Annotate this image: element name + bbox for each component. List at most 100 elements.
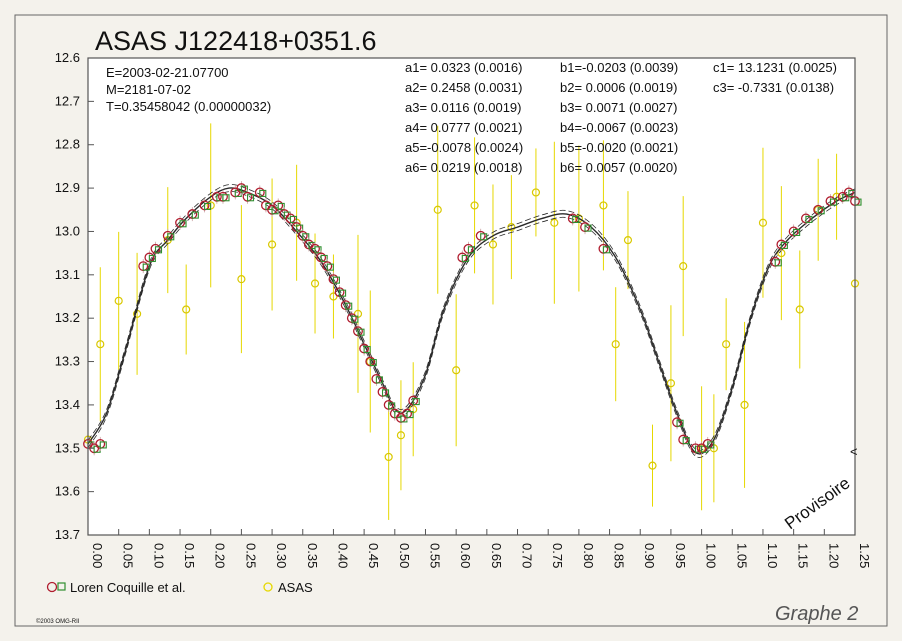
asas-point: [433, 125, 442, 294]
loren-point: [144, 250, 156, 265]
info-epoch: E=2003-02-21.07700: [106, 65, 229, 80]
loren-point: [702, 436, 715, 451]
outer-frame: [14, 14, 888, 627]
loren-point: [310, 241, 322, 256]
loren-point: [353, 324, 365, 339]
asas-point: [722, 298, 731, 391]
asas-point: [648, 424, 657, 507]
loren-point: [346, 311, 359, 326]
loren-point: [150, 241, 163, 256]
y-axis: 12.6 12.7 12.8 12.9 13.0 13.1 13.2 13.3 13.4 13.5…: [55, 50, 94, 542]
x-tick-label: 0.60: [458, 543, 473, 568]
coef-b6: b6= 0.0057 (0.0020): [560, 160, 677, 175]
loren-point: [800, 211, 813, 226]
asas-point: [237, 205, 246, 354]
asas-point: [531, 148, 541, 237]
chart-title: ASAS J122418+0351.6: [95, 26, 376, 56]
coef-b5: b5=-0.0020 (0.0021): [560, 140, 678, 155]
coef-a3: a3= 0.0116 (0.0019): [405, 100, 522, 115]
loren-point: [273, 198, 285, 213]
y-tick-label: 13.6: [55, 484, 80, 499]
x-tick-label: 1.05: [734, 543, 749, 568]
coef-c3: c3= -0.7331 (0.0138): [713, 80, 834, 95]
y-tick-label: 13.5: [55, 440, 80, 455]
coef-a2: a2= 0.2458 (0.0031): [405, 80, 522, 95]
loren-point: [678, 432, 690, 447]
loren-point: [162, 228, 175, 243]
loren-point: [776, 237, 788, 252]
loren-point: [567, 211, 580, 226]
info-max: M=2181-07-02: [106, 82, 191, 97]
legend-asas-label: ASAS: [278, 580, 313, 595]
loren-point: [334, 285, 347, 300]
x-axis: 0.00 0.05 0.10 0.15 0.20 0.25 0.30 0.35 0.40 0.45…: [87, 529, 872, 568]
loren-point: [359, 341, 371, 356]
x-tick-label: 0.55: [427, 543, 442, 568]
coef-c1: c1= 13.1231 (0.0025): [713, 60, 837, 75]
fit-envelope-line: [87, 184, 856, 451]
loren-point: [788, 224, 801, 239]
x-tick-label: 1.15: [796, 543, 811, 568]
loren-point: [95, 436, 107, 451]
asas-point: [396, 380, 406, 491]
asas-point: [623, 191, 633, 290]
loren-point: [598, 241, 610, 256]
loren-point: [242, 189, 255, 204]
loren-point: [475, 228, 488, 243]
plot-area: [88, 58, 855, 535]
graph-label: Graphe 2: [775, 603, 858, 625]
x-tick-label: 0.15: [182, 543, 197, 568]
asas-point: [96, 267, 105, 422]
x-tick-label: 0.90: [642, 543, 657, 568]
loren-point: [813, 202, 825, 217]
coef-a4: a4= 0.0777 (0.0021): [405, 120, 522, 135]
x-tick-label: 0.95: [673, 543, 688, 568]
loren-point: [199, 198, 212, 213]
coef-b4: b4=-0.0067 (0.0023): [560, 120, 678, 135]
loren-point: [291, 220, 304, 235]
legend-loren-label: Loren Coquille et al.: [70, 580, 186, 595]
asas-point: [740, 321, 749, 488]
loren-point: [672, 415, 684, 430]
y-tick-label: 12.9: [55, 180, 80, 195]
asas-point: [114, 231, 123, 370]
loren-point: [138, 259, 150, 274]
loren-point: [316, 250, 328, 265]
loren-point: [580, 220, 592, 235]
loren-point: [377, 384, 390, 399]
y-tick-label: 12.8: [55, 137, 80, 152]
coef-b1: b1=-0.0203 (0.0039): [560, 60, 678, 75]
x-tick-label: 0.00: [90, 543, 105, 568]
coef-b2: b2= 0.0006 (0.0019): [560, 80, 677, 95]
loren-series: [83, 181, 862, 456]
x-tick-label: 0.25: [243, 543, 258, 568]
asas-point: [666, 305, 676, 462]
loren-point: [457, 250, 469, 265]
legend: Loren Coquille et al. ASAS: [46, 580, 313, 595]
loren-point: [297, 228, 310, 243]
y-tick-label: 13.2: [55, 310, 80, 325]
coef-a1: a1= 0.0323 (0.0016): [405, 60, 522, 75]
x-tick-label: 0.30: [274, 543, 289, 568]
x-tick-label: 0.65: [489, 543, 504, 568]
x-tick-label: 1.20: [826, 543, 841, 568]
asas-point: [611, 287, 620, 402]
x-tick-label: 0.75: [550, 543, 565, 568]
x-tick-label: 0.20: [213, 543, 228, 568]
asas-point: [679, 196, 688, 337]
fit-curve: [87, 184, 856, 458]
loren-point: [236, 181, 248, 196]
y-tick-label: 12.7: [55, 93, 80, 108]
x-tick-label: 0.05: [121, 543, 136, 568]
info-period: T=0.35458042 (0.00000032): [106, 99, 271, 114]
x-tick-label: 0.80: [581, 543, 596, 568]
asas-point: [267, 178, 277, 311]
x-tick-label: 0.45: [366, 543, 381, 568]
x-tick-label: 0.70: [520, 543, 535, 568]
x-tick-label: 0.40: [335, 543, 350, 568]
x-tick-label: 1.00: [704, 543, 719, 568]
asas-point: [452, 294, 461, 447]
loren-point: [175, 215, 187, 230]
loren-point: [254, 185, 267, 200]
